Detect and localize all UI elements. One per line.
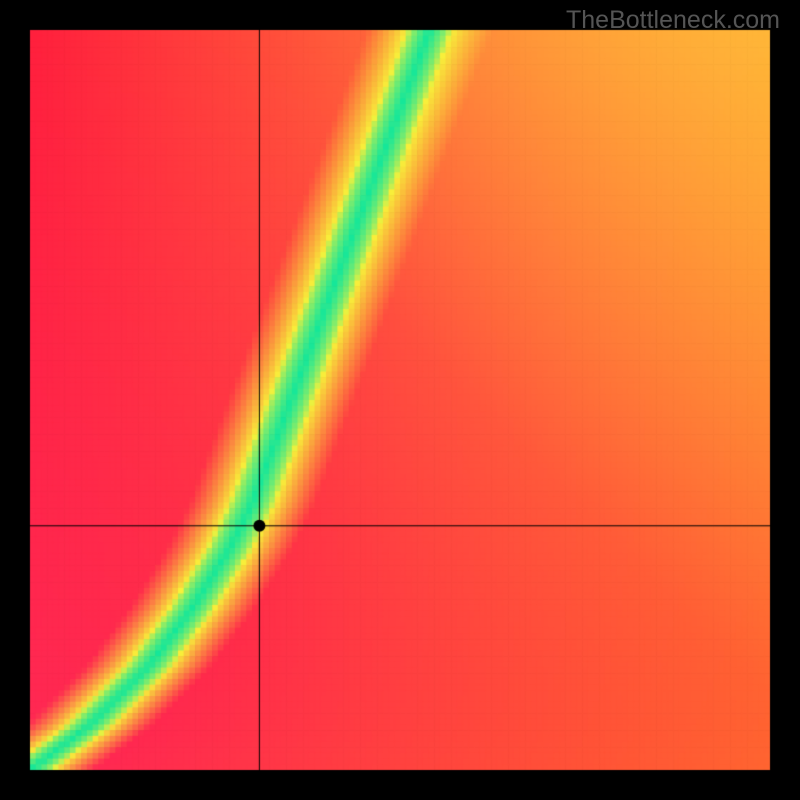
chart-container: TheBottleneck.com (0, 0, 800, 800)
heatmap-canvas (0, 0, 800, 800)
watermark-text: TheBottleneck.com (566, 6, 780, 35)
